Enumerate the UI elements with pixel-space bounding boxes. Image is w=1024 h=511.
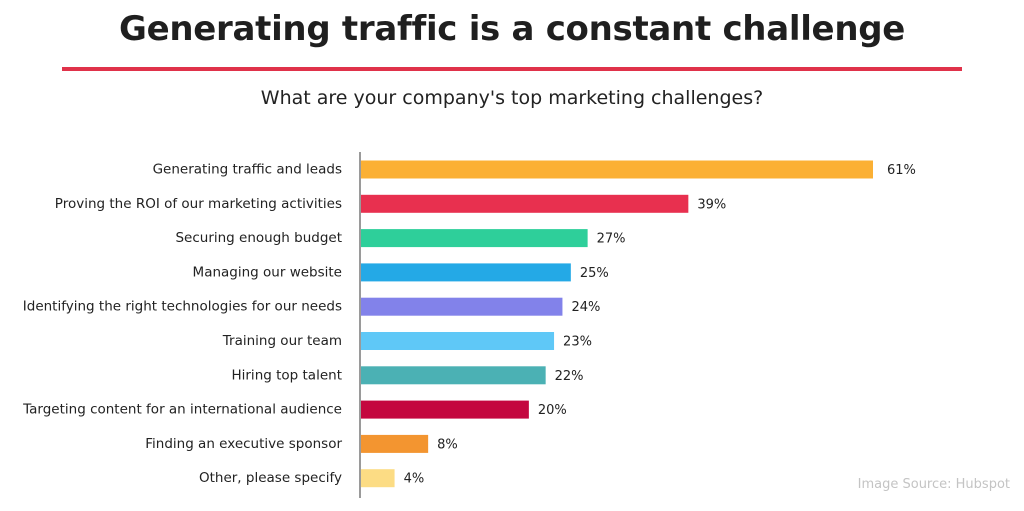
value-label: 27% [597,232,626,247]
category-label: Training our team [222,333,342,349]
category-label: Managing our website [193,264,342,280]
bar [361,263,571,282]
category-label: Securing enough budget [175,230,342,246]
category-label: Finding an executive sponsor [145,436,342,452]
value-label: 23% [563,335,592,350]
value-label: 24% [571,300,600,315]
category-label: Hiring top talent [231,367,342,383]
bar [361,297,563,316]
bar [361,194,689,213]
bar [361,400,529,419]
bar [361,229,588,248]
bar [361,434,429,453]
value-label: 61% [887,163,916,178]
category-label: Identifying the right technologies for o… [23,299,342,315]
category-label: Proving the ROI of our marketing activit… [55,196,342,212]
value-label: 25% [580,266,609,281]
title-divider [62,67,962,71]
page-title: Generating traffic is a constant challen… [118,9,906,49]
bar [361,469,395,488]
category-label: Targeting content for an international a… [22,402,342,418]
image-source-note: Image Source: Hubspot [857,477,1010,492]
bar [361,160,873,179]
bar [361,366,546,385]
value-label: 8% [437,437,458,452]
category-label: Generating traffic and leads [153,162,342,178]
value-label: 20% [538,403,567,418]
chart-title: What are your company's top marketing ch… [260,87,764,109]
value-label: 39% [697,197,726,212]
bars-group: Generating traffic and leads 61% Proving t… [22,160,916,488]
bar [361,332,555,350]
value-label: 4% [404,472,425,487]
value-label: 22% [555,369,584,384]
category-label: Other, please specify [199,470,342,486]
